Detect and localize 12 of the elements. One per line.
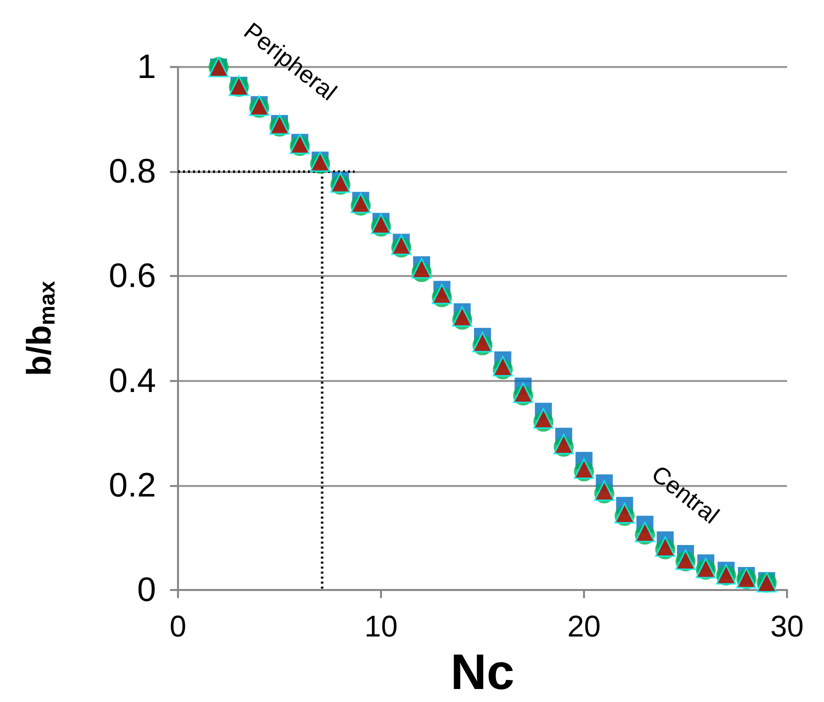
x-tick-label: 0 (170, 610, 186, 644)
y-tick-label: 0.4 (108, 362, 156, 400)
y-tick-label: 0.6 (108, 257, 156, 296)
y-tick-label: 0 (137, 571, 156, 610)
y-tick-label: 1 (137, 48, 156, 86)
x-tick-label: 20 (567, 610, 601, 644)
x-axis-title: Nc (450, 644, 514, 700)
y-tick-label: 0.8 (108, 152, 156, 191)
y-tick-label: 0.2 (108, 466, 156, 504)
y-axis-title: b/bmax (20, 280, 60, 376)
x-tick-label: 10 (364, 610, 398, 644)
x-tick-label: 30 (770, 610, 804, 644)
